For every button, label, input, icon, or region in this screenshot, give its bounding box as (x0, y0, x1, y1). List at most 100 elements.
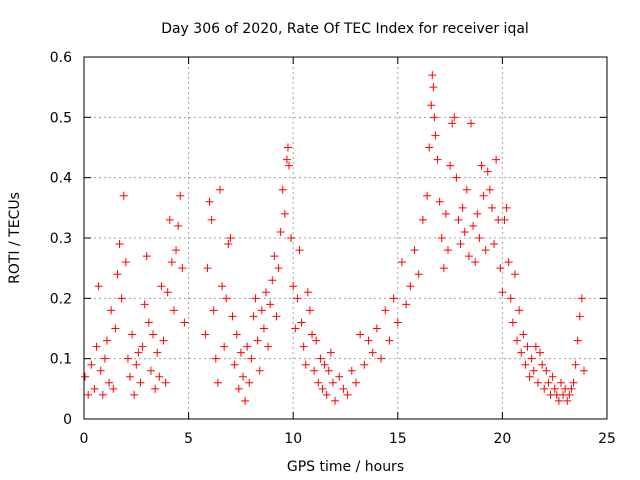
data-point (285, 161, 294, 170)
data-point (213, 378, 222, 387)
data-point (226, 234, 235, 242)
x-tick-label: 15 (389, 431, 407, 447)
data-point (538, 360, 547, 369)
data-point (308, 330, 317, 339)
data-point (203, 264, 212, 273)
data-point (149, 330, 158, 339)
data-point (406, 282, 415, 291)
y-tick-label: 0.3 (50, 231, 72, 247)
data-point (513, 336, 522, 345)
data-point (126, 372, 135, 381)
data-point (385, 336, 394, 345)
data-point (266, 300, 275, 309)
data-point (301, 360, 310, 369)
data-point (577, 294, 586, 303)
data-point (207, 215, 216, 224)
data-point (222, 294, 231, 303)
data-point (272, 312, 281, 321)
data-point (236, 348, 245, 357)
data-point (87, 360, 96, 369)
data-point (525, 372, 534, 381)
data-point (418, 215, 427, 224)
data-point (176, 191, 185, 200)
data-point (136, 378, 145, 387)
data-point (548, 372, 557, 381)
data-point (117, 294, 126, 303)
data-point (295, 246, 304, 255)
data-point (477, 161, 486, 170)
data-point (105, 378, 114, 387)
data-point (563, 396, 572, 405)
data-point (274, 264, 283, 273)
data-point (270, 252, 279, 261)
data-point (444, 246, 453, 255)
data-point (448, 119, 457, 128)
data-point (550, 384, 559, 393)
data-point (278, 185, 287, 194)
data-point (209, 306, 218, 315)
data-point (289, 282, 298, 291)
data-point (487, 203, 496, 212)
data-point (159, 336, 168, 345)
data-point (473, 209, 482, 218)
data-point (479, 191, 488, 200)
data-point (458, 203, 467, 212)
data-point (293, 294, 302, 303)
data-point (540, 384, 549, 393)
data-point (347, 366, 356, 375)
data-point (94, 282, 103, 291)
data-point (536, 348, 545, 357)
data-point (454, 215, 463, 224)
data-point (502, 203, 511, 212)
data-point (515, 306, 524, 315)
data-point (312, 336, 321, 345)
data-point (92, 342, 101, 351)
x-tick-label: 5 (184, 431, 193, 447)
data-point (575, 312, 584, 321)
data-point (103, 336, 112, 345)
data-point (243, 342, 252, 351)
data-point (153, 348, 162, 357)
data-point (155, 372, 164, 381)
data-point (316, 354, 325, 363)
data-point (172, 246, 181, 255)
data-point (331, 396, 340, 405)
data-point (517, 348, 526, 357)
data-point (215, 185, 224, 194)
data-point (324, 366, 333, 375)
data-point (142, 252, 151, 261)
data-point (322, 390, 331, 399)
data-point (431, 131, 440, 140)
data-point (410, 246, 419, 255)
data-point (245, 378, 254, 387)
data-point (128, 330, 137, 339)
data-point (452, 173, 461, 182)
data-point (508, 318, 517, 327)
data-point (262, 288, 271, 297)
data-point (211, 354, 220, 363)
data-point (326, 348, 335, 357)
data-point (427, 101, 436, 110)
data-point (544, 378, 553, 387)
data-point (119, 191, 128, 200)
data-point (397, 258, 406, 267)
data-point (132, 360, 141, 369)
data-point (339, 384, 348, 393)
data-point (234, 384, 243, 393)
data-point (393, 318, 402, 327)
x-tick-label: 20 (493, 431, 511, 447)
data-point (253, 336, 262, 345)
data-point (467, 119, 476, 128)
data-point (163, 288, 172, 297)
data-point (230, 360, 239, 369)
data-point (529, 366, 538, 375)
y-tick-label: 0.6 (50, 50, 72, 66)
data-point (157, 282, 166, 291)
data-point (356, 330, 365, 339)
data-point (462, 185, 471, 194)
data-point (450, 113, 459, 122)
data-point (264, 342, 273, 351)
data-point (500, 215, 509, 224)
data-point (201, 330, 210, 339)
